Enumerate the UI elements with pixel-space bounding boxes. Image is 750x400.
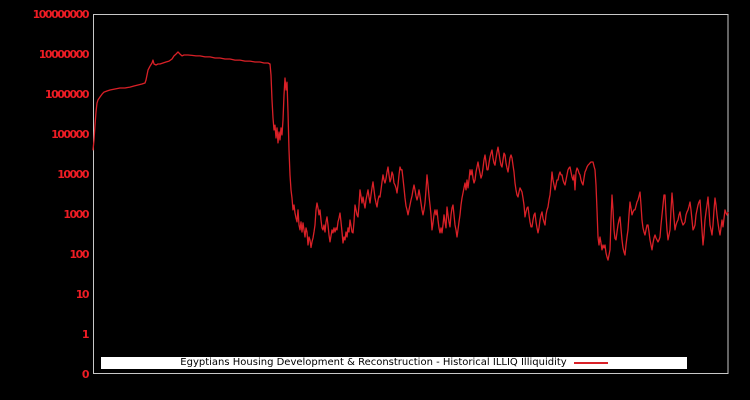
y-tick-label-1000: 1000 [63, 208, 89, 221]
y-tick-label-10000000: 10000000 [38, 47, 90, 61]
legend-series-label: Egyptians Housing Development & Reconstr… [180, 357, 567, 368]
y-tick-label-0: 0 [81, 368, 90, 382]
y-tick-label-10: 10 [75, 288, 90, 302]
legend: Egyptians Housing Development & Reconstr… [101, 357, 687, 369]
plot-frame [93, 14, 729, 374]
y-tick-label-1: 1 [81, 328, 90, 342]
y-tick-label-100000: 100000 [51, 127, 89, 141]
y-tick-label-100000000: 100000000 [32, 7, 90, 21]
y-tick-label-100: 100 [69, 248, 90, 262]
y-tick-label-10000: 10000 [57, 167, 89, 181]
y-tick-label-1000000: 1000000 [44, 87, 90, 101]
illiq-line-series [92, 51, 729, 261]
legend-line-sample [573, 362, 608, 364]
